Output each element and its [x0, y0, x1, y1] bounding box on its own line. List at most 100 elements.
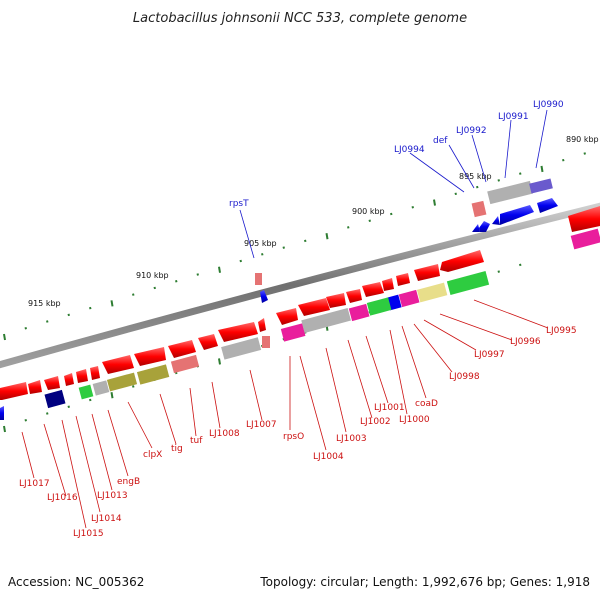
tick-label-900: 900 kbp — [352, 207, 385, 216]
gene-block-grey[interactable] — [221, 337, 262, 360]
gene-arrow-fwd[interactable] — [0, 406, 4, 420]
label-LJ1008[interactable]: LJ1008 — [209, 429, 240, 439]
label-LJ1007[interactable]: LJ1007 — [246, 420, 277, 430]
gene-block-salmon[interactable] — [262, 336, 270, 348]
gene-arrow-fwd[interactable] — [260, 290, 268, 303]
label-LJ1002[interactable]: LJ1002 — [360, 417, 391, 427]
label-LJ1000[interactable]: LJ1000 — [399, 415, 430, 425]
scale-tick-minor — [67, 313, 70, 317]
label-LJ1016[interactable]: LJ1016 — [47, 493, 78, 503]
gene-arrow-rev[interactable] — [198, 334, 218, 350]
scale-tick-minor — [347, 226, 350, 229]
tick-label-890: 890 kbp — [566, 135, 599, 144]
gene-arrow-rev[interactable] — [326, 293, 346, 308]
label-LJ0992[interactable]: LJ0992 — [456, 126, 487, 136]
gene-block-navy[interactable] — [44, 389, 66, 409]
gene-block-yellow[interactable] — [416, 282, 448, 303]
gene-arrow-rev[interactable] — [568, 206, 600, 232]
label-coaD[interactable]: coaD — [415, 399, 438, 409]
gene-block-olive[interactable] — [136, 364, 170, 385]
scale-tick-minor — [454, 192, 457, 196]
scale-tick-major — [3, 425, 6, 433]
gene-arrow-rev[interactable] — [102, 355, 134, 374]
forward-callouts — [239, 109, 548, 259]
scale-tick-minor — [562, 158, 565, 162]
scale-tick-minor — [89, 398, 92, 402]
gene-block-green[interactable] — [366, 297, 392, 316]
label-tig[interactable]: tig — [171, 444, 183, 454]
gene-block-magenta[interactable] — [570, 228, 600, 250]
label-clpX[interactable]: clpX — [143, 450, 162, 460]
label-LJ0997[interactable]: LJ0997 — [474, 350, 505, 360]
gene-arrow-rev[interactable] — [218, 322, 258, 342]
scale-tick-minor — [304, 239, 307, 243]
gene-block-grey[interactable] — [487, 180, 534, 205]
label-LJ1015[interactable]: LJ1015 — [73, 529, 104, 539]
gene-arrow-fwd[interactable] — [500, 205, 534, 225]
gene-arrow-rev[interactable] — [362, 282, 384, 297]
forward-gene-labels: LJ0990 LJ0991 LJ0992 def LJ0994 rpsT — [229, 100, 564, 209]
gene-arrow-rev[interactable] — [90, 366, 100, 380]
gene-arrow-fwd[interactable] — [492, 216, 500, 225]
gene-block-olive[interactable] — [106, 372, 138, 392]
gene-arrow-rev[interactable] — [382, 278, 394, 291]
label-LJ1013[interactable]: LJ1013 — [97, 491, 128, 501]
label-LJ0995[interactable]: LJ0995 — [546, 326, 577, 336]
gene-block-salmon[interactable] — [170, 354, 200, 374]
label-engB[interactable]: engB — [117, 477, 140, 487]
scale-tick-minor — [497, 270, 500, 273]
gene-arrow-rev[interactable] — [440, 250, 484, 272]
label-LJ0996[interactable]: LJ0996 — [510, 337, 541, 347]
reverse-strand-blocks — [44, 228, 600, 409]
gene-block-magenta[interactable] — [398, 289, 420, 308]
gene-block-magenta[interactable] — [348, 303, 370, 322]
label-def[interactable]: def — [433, 136, 448, 146]
gene-arrow-rev[interactable] — [0, 382, 28, 400]
gene-arrow-fwd[interactable] — [472, 224, 480, 232]
gene-block-green[interactable] — [78, 384, 94, 400]
gene-arrow-fwd[interactable] — [537, 198, 558, 213]
label-LJ1003[interactable]: LJ1003 — [336, 434, 367, 444]
gene-block-purple[interactable] — [529, 178, 553, 194]
gene-arrow-rev[interactable] — [276, 308, 298, 325]
label-LJ1017[interactable]: LJ1017 — [19, 479, 50, 489]
gene-arrow-rev[interactable] — [298, 298, 330, 316]
label-rpsT[interactable]: rpsT — [229, 199, 249, 209]
label-rpsO[interactable]: rpsO — [283, 432, 304, 442]
label-LJ1004[interactable]: LJ1004 — [313, 452, 344, 462]
gene-block-salmon[interactable] — [255, 273, 262, 285]
gene-arrow-rev[interactable] — [64, 373, 74, 386]
label-LJ1001[interactable]: LJ1001 — [374, 403, 405, 413]
gene-arrow-rev[interactable] — [28, 380, 42, 394]
label-LJ0991[interactable]: LJ0991 — [498, 112, 529, 122]
gene-block-magenta[interactable] — [280, 323, 306, 342]
gene-block-green[interactable] — [446, 271, 490, 295]
gene-arrow-rev[interactable] — [414, 264, 440, 281]
gene-arrow-rev[interactable] — [76, 369, 88, 383]
scale-tick-minor — [239, 259, 242, 263]
gene-arrow-rev[interactable] — [168, 340, 196, 358]
label-LJ0994[interactable]: LJ0994 — [394, 145, 425, 155]
reverse-gene-labels: LJ0995 LJ0996 LJ0997 LJ0998 coaD LJ1000 … — [19, 326, 577, 539]
gene-arrow-rev[interactable] — [346, 289, 362, 303]
label-LJ0998[interactable]: LJ0998 — [449, 372, 480, 382]
scale-tick-minor — [132, 385, 135, 388]
gene-arrow-rev[interactable] — [258, 318, 266, 332]
gene-arrow-rev[interactable] — [134, 347, 166, 366]
scale-tick-major — [218, 358, 221, 365]
gene-block-salmon[interactable] — [471, 200, 487, 218]
label-tuf[interactable]: tuf — [190, 436, 203, 446]
label-LJ0990[interactable]: LJ0990 — [533, 100, 564, 110]
gene-arrow-rev[interactable] — [396, 273, 410, 286]
scale-tick-minor — [497, 179, 500, 182]
map-title: Lactobacillus johnsonii NCC 533, complet… — [133, 11, 467, 26]
scale-tick-minor — [519, 172, 522, 175]
gene-block-grey[interactable] — [301, 307, 351, 333]
label-LJ1014[interactable]: LJ1014 — [91, 514, 122, 524]
scale-tick-major — [3, 333, 6, 341]
tick-label-905: 905 kbp — [244, 239, 277, 248]
gene-block-grey[interactable] — [92, 380, 110, 396]
gene-arrow-fwd[interactable] — [479, 221, 490, 232]
scale-tick-major — [540, 165, 544, 173]
gene-arrow-rev[interactable] — [44, 376, 60, 390]
